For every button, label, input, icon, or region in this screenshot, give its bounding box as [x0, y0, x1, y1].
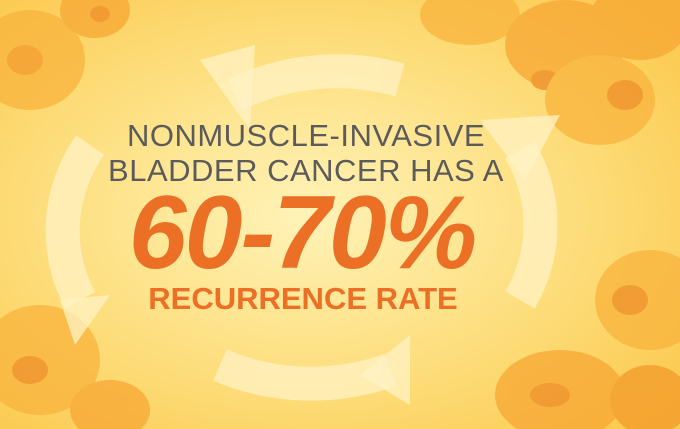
cell-nucleus: [607, 80, 643, 110]
infographic: NONMUSCLE-INVASIVE BLADDER CANCER HAS A …: [0, 0, 680, 429]
cell-nucleus: [7, 45, 43, 75]
statistic: 60-70%: [129, 175, 475, 291]
cell-nucleus: [90, 6, 110, 22]
page: NONMUSCLE-INVASIVE BLADDER CANCER HAS A …: [0, 0, 680, 429]
cell-nucleus: [12, 356, 48, 384]
cell-nucleus: [530, 383, 570, 407]
caption: RECURRENCE RATE: [148, 281, 457, 316]
headline-line1: NONMUSCLE-INVASIVE: [127, 118, 485, 153]
cell-nucleus: [612, 285, 648, 315]
